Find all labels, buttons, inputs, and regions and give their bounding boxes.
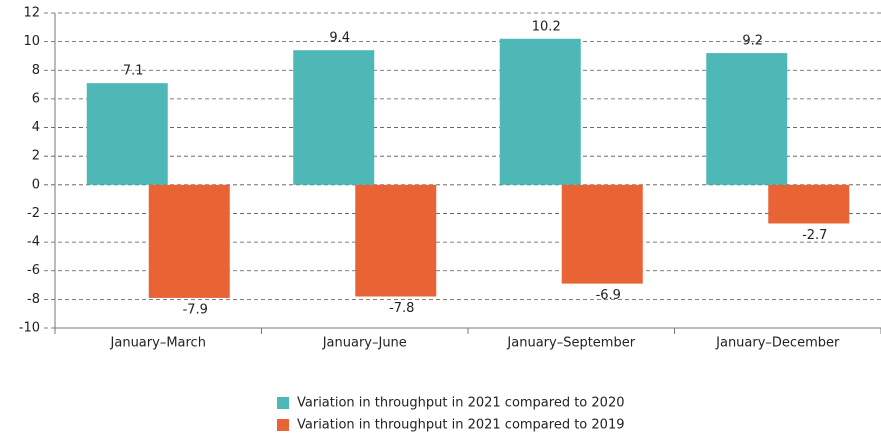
bar <box>561 184 643 284</box>
value-label: -7.9 <box>183 302 208 317</box>
y-tick-label: -8 <box>27 292 40 307</box>
value-label: -7.8 <box>389 301 414 316</box>
y-tick-label: 0 <box>32 177 40 192</box>
y-tick-label: -4 <box>27 235 40 250</box>
bar <box>148 184 230 298</box>
bar <box>706 53 788 185</box>
y-tick-label: 12 <box>23 6 40 21</box>
x-tick-label: January–September <box>506 336 635 351</box>
value-label: -6.9 <box>596 288 621 303</box>
legend-swatch <box>277 419 289 431</box>
value-label: 9.2 <box>742 34 763 49</box>
bar <box>499 38 581 185</box>
bar <box>293 50 375 185</box>
bar <box>355 184 437 297</box>
x-tick-label: January–June <box>322 336 407 351</box>
y-tick-label: 4 <box>32 120 40 135</box>
y-tick-label: 2 <box>32 149 40 164</box>
x-tick-label: January–March <box>110 336 206 351</box>
legend-label: Variation in throughput in 2021 compared… <box>297 418 624 433</box>
y-tick-label: 6 <box>32 91 40 106</box>
y-tick-label: -6 <box>27 263 40 278</box>
legend-swatch <box>277 397 289 409</box>
value-label: 10.2 <box>532 19 561 34</box>
value-label: 9.4 <box>329 31 350 46</box>
legend-label: Variation in throughput in 2021 compared… <box>297 396 624 411</box>
y-tick-label: 10 <box>23 34 40 49</box>
x-tick-label: January–December <box>715 336 840 351</box>
value-label: 7.1 <box>123 64 144 79</box>
bar <box>86 83 168 185</box>
bar <box>768 184 850 224</box>
y-tick-label: 8 <box>32 63 40 78</box>
y-tick-label: -2 <box>27 206 40 221</box>
y-tick-label: -10 <box>19 321 40 336</box>
value-label: -2.7 <box>802 228 827 243</box>
